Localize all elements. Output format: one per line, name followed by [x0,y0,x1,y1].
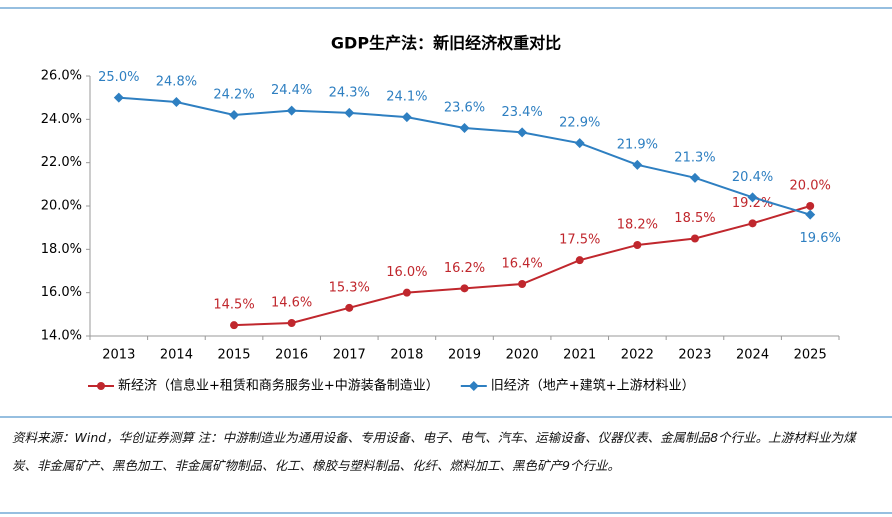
point [401,112,412,123]
legend-marker [97,382,105,390]
data-label: 24.2% [213,88,254,103]
data-label: 14.5% [213,298,254,313]
point [690,234,699,243]
point [518,280,527,288]
point [460,284,469,293]
data-label: 24.1% [386,90,427,105]
x-tick-label: 2024 [736,348,769,363]
x-tick-label: 2022 [621,348,654,363]
data-label: 17.5% [559,233,600,248]
legend-label: 旧经济（地产+建筑+上游材料业） [491,378,695,394]
point [805,209,816,220]
x-tick-label: 2019 [448,348,481,363]
point [806,202,815,210]
data-label: 18.5% [674,211,715,226]
point [286,105,297,116]
data-label: 18.2% [617,218,658,233]
point [230,321,239,330]
y-tick-label: 24.0% [41,112,82,127]
point [632,159,643,170]
x-tick-label: 2018 [390,348,423,363]
x-tick-label: 2025 [794,348,827,363]
point [287,319,296,327]
point [747,192,758,203]
y-tick-label: 20.0% [41,199,82,214]
y-tick-label: 22.0% [41,155,82,170]
point [402,288,411,297]
x-tick-label: 2013 [102,348,135,363]
point [517,127,528,138]
point [748,219,757,228]
x-tick-label: 2017 [333,348,366,363]
data-label: 23.4% [501,105,542,120]
point [575,256,584,265]
point [345,303,354,312]
x-tick-label: 2016 [275,348,308,363]
x-tick-label: 2014 [160,348,193,363]
legend-marker [468,381,479,391]
data-label: 21.3% [674,150,715,165]
data-label: 16.2% [444,261,485,276]
x-tick-label: 2020 [506,348,539,363]
y-tick-label: 16.0% [41,285,82,300]
data-label: 16.4% [501,257,542,272]
point [574,138,585,149]
legend-label: 新经济（信息业+租赁和商务服务业+中游装备制造业） [118,378,439,394]
chart-title: GDP生产法：新旧经济权重对比 [331,34,561,53]
y-tick-label: 14.0% [41,329,82,344]
y-tick-label: 18.0% [41,242,82,257]
data-label: 25.0% [98,70,139,85]
x-tick-label: 2021 [563,348,596,363]
data-label: 24.8% [156,75,197,90]
x-tick-label: 2015 [217,348,250,363]
data-label: 16.0% [386,265,427,280]
data-label: 20.4% [732,170,773,185]
y-tick-label: 26.0% [41,69,82,84]
data-label: 19.6% [800,231,841,246]
point [459,123,470,133]
data-label: 21.9% [617,137,658,152]
data-label: 15.3% [329,280,370,295]
data-label: 23.6% [444,101,485,116]
point [229,110,240,120]
point [113,92,124,103]
footnote: 资料来源：Wind，华创证券测算 注：中游制造业为通用设备、专用设备、电子、电气… [12,430,856,473]
x-tick-label: 2023 [678,348,711,363]
data-label: 24.4% [271,83,312,98]
point [344,107,355,118]
data-label: 20.0% [790,179,831,194]
point [689,172,700,183]
data-label: 14.6% [271,296,312,311]
point [171,97,182,107]
point [633,241,642,249]
data-label: 24.3% [329,85,370,100]
data-label: 22.9% [559,116,600,131]
